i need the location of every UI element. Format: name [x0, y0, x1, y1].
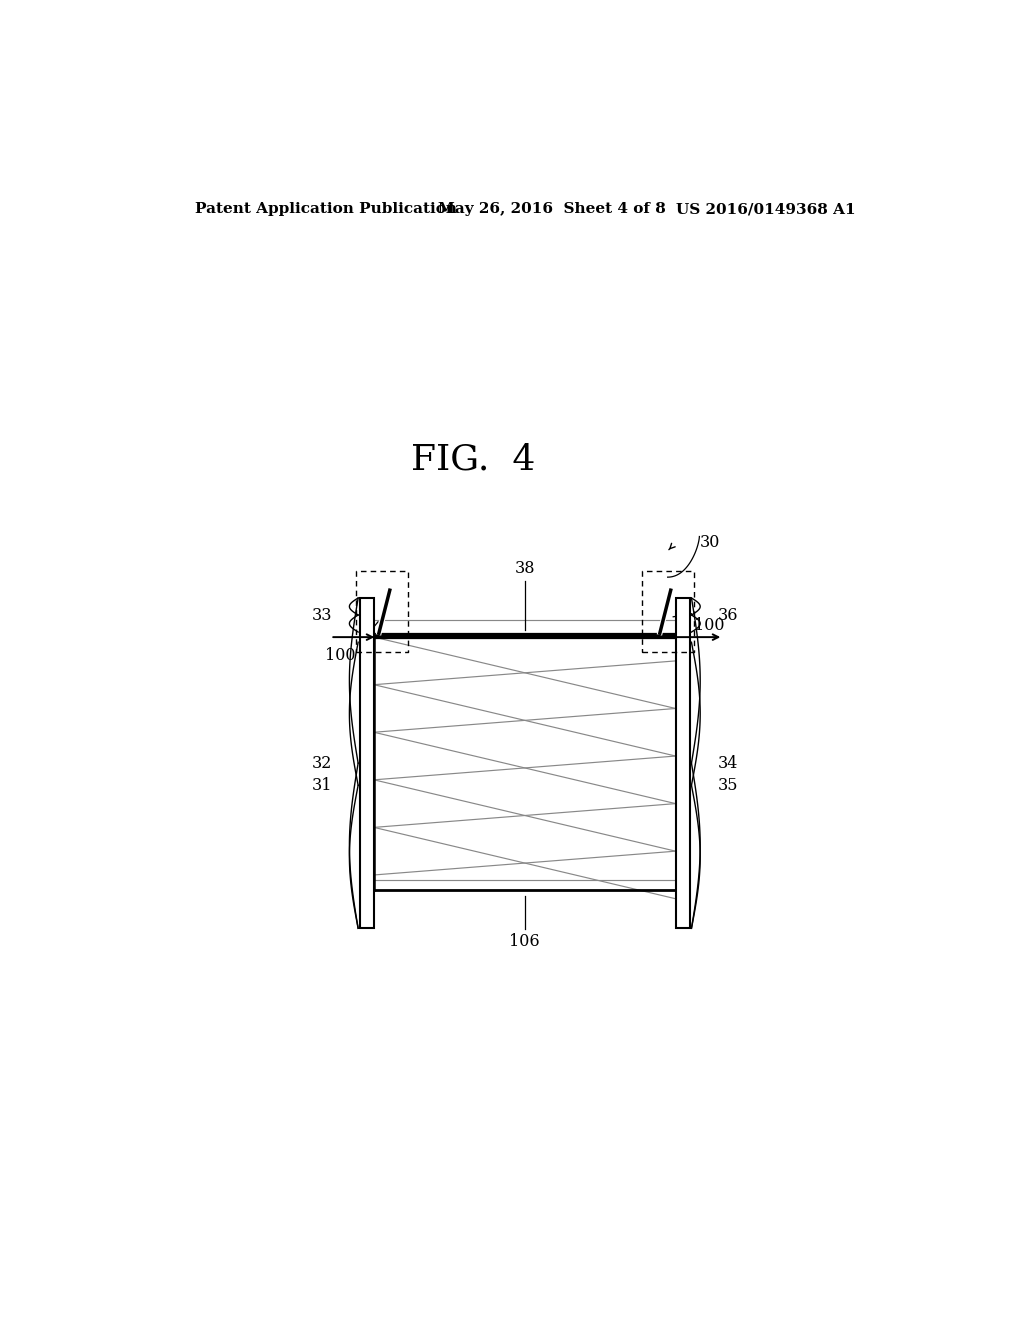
Text: 31: 31: [311, 776, 332, 793]
Text: 36: 36: [718, 606, 738, 623]
Text: 100: 100: [326, 647, 355, 664]
Text: 100: 100: [694, 616, 724, 634]
Text: 33: 33: [311, 606, 332, 623]
Text: 38: 38: [514, 560, 536, 577]
Text: FIG.  4: FIG. 4: [411, 444, 536, 477]
Text: 34: 34: [718, 755, 738, 772]
Text: 32: 32: [311, 755, 332, 772]
Text: May 26, 2016  Sheet 4 of 8: May 26, 2016 Sheet 4 of 8: [437, 202, 666, 216]
Bar: [676, 598, 690, 928]
Text: 30: 30: [699, 535, 720, 552]
Bar: [359, 598, 374, 928]
Text: 106: 106: [510, 933, 540, 950]
Text: US 2016/0149368 A1: US 2016/0149368 A1: [676, 202, 855, 216]
Text: 35: 35: [718, 776, 738, 793]
Text: Patent Application Publication: Patent Application Publication: [196, 202, 458, 216]
